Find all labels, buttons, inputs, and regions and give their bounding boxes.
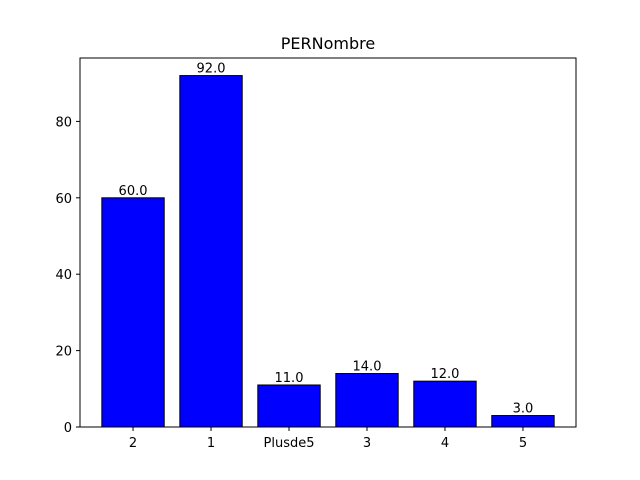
plot-area-frame <box>79 57 577 428</box>
bar-4 <box>413 380 477 428</box>
data-label-2: 60.0 <box>119 184 148 199</box>
bar-3 <box>335 373 399 428</box>
data-label-Plusde5: 11.0 <box>275 371 304 386</box>
chart-title: PERNombre <box>281 34 375 53</box>
data-label-1: 92.0 <box>197 62 226 77</box>
x-tick-label-2: 2 <box>129 436 137 451</box>
x-tick-label-5: 5 <box>519 436 527 451</box>
bar-1 <box>179 75 243 428</box>
x-tick-label-3: 3 <box>363 436 371 451</box>
bar-2 <box>101 197 165 428</box>
x-tick-label-1: 1 <box>207 436 215 451</box>
x-axis: 2 1 Plusde5 3 4 5 <box>129 427 527 451</box>
data-label-3: 14.0 <box>353 360 382 375</box>
y-tick-label-0: 0 <box>64 421 72 436</box>
y-tick-label-60: 60 <box>55 192 72 207</box>
x-tick-label-4: 4 <box>441 436 449 451</box>
y-tick-label-80: 80 <box>55 115 72 130</box>
data-label-5: 3.0 <box>513 402 534 417</box>
y-tick-label-40: 40 <box>55 268 72 283</box>
bars-group <box>101 75 555 428</box>
y-tick-label-20: 20 <box>55 345 72 360</box>
y-axis: 0 20 40 60 80 <box>55 115 80 436</box>
data-label-4: 12.0 <box>431 367 460 382</box>
data-labels-group: 60.0 92.0 11.0 14.0 12.0 3.0 <box>119 62 534 417</box>
x-tick-label-Plusde5: Plusde5 <box>264 436 315 451</box>
bar-Plusde5 <box>257 384 321 428</box>
bar-5 <box>491 415 555 428</box>
